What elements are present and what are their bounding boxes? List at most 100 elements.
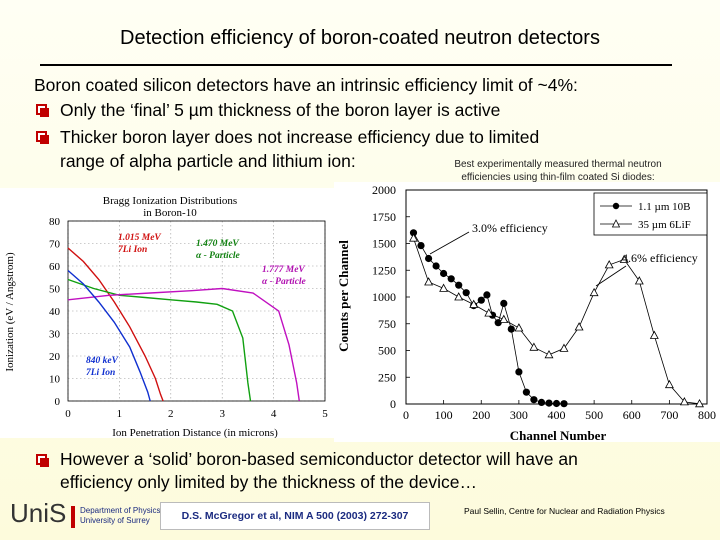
spectrum-legend: 1.1 µm 10B 35 µm 6LiF xyxy=(593,192,708,236)
spectrum-point-s1-21 xyxy=(560,400,568,408)
spectrum-y-tick-label-1000: 1000 xyxy=(372,290,396,304)
efficiency-annotation-3-0: 3.0% efficiency xyxy=(472,221,548,235)
spectrum-point-s2-2 xyxy=(439,283,449,292)
annotation-li-1015-energy: 1.015 MeV xyxy=(118,233,161,243)
spectrum-point-s1-2 xyxy=(425,254,433,263)
spectrum-point-s2-4 xyxy=(469,299,479,308)
spectrum-point-s2-8 xyxy=(529,342,539,351)
spectrum-x-tick-label-800: 800 xyxy=(698,408,716,422)
university-logo: UniS Department of Physics University of… xyxy=(10,496,160,532)
bragg-x-tick-label-5: 5 xyxy=(322,408,328,420)
bragg-subtitle: in Boron-10 xyxy=(143,207,197,219)
spectrum-point-s2-15 xyxy=(634,276,644,285)
bullet-marker-1 xyxy=(36,104,49,117)
spectrum-point-s1-14 xyxy=(507,325,515,333)
spectrum-point-s1-9 xyxy=(477,296,485,304)
spectrum-point-s2-7 xyxy=(514,323,524,332)
spectrum-point-s1-18 xyxy=(537,398,546,406)
bragg-y-tick-label-80: 80 xyxy=(49,216,61,228)
spectrum-point-s2-6 xyxy=(499,314,509,323)
annotation-alpha-1470-label: α - Particle xyxy=(196,251,241,261)
spectrum-point-s2-11 xyxy=(574,322,584,331)
logo-wordmark: UniS xyxy=(10,498,67,528)
logo-dept-line-1: Department of Physics xyxy=(80,506,161,515)
spectrum-x-tick-label-200: 200 xyxy=(472,408,490,422)
spectrum-x-tick-label-0: 0 xyxy=(403,408,409,422)
spectrum-point-s1-5 xyxy=(447,275,455,283)
spectrum-point-s1-3 xyxy=(432,262,440,270)
bullet-text-2: Thicker boron layer does not increase ef… xyxy=(60,127,540,147)
annotation-li-1015-label: 7Li Ion xyxy=(118,245,147,255)
bragg-chart-background xyxy=(0,188,345,438)
bragg-y-tick-label-40: 40 xyxy=(49,306,61,318)
spectrum-point-s1-12 xyxy=(494,319,502,327)
intro-text: Boron coated silicon detectors have an i… xyxy=(34,75,578,95)
spectrum-x-tick-label-100: 100 xyxy=(435,408,453,422)
spectrum-x-tick-label-700: 700 xyxy=(660,408,678,422)
spectrum-point-s2-5 xyxy=(484,308,494,317)
legend-label-2: 35 µm 6LiF xyxy=(638,219,691,231)
bragg-x-tick-label-3: 3 xyxy=(219,408,225,420)
annotation-li-840-energy: 840 keV xyxy=(86,356,119,366)
legend-label-1: 1.1 µm 10B xyxy=(638,201,690,213)
logo-dept-line-2: University of Surrey xyxy=(80,516,150,525)
spectrum-y-tick-label-1750: 1750 xyxy=(372,210,396,224)
spectrum-point-s2-17 xyxy=(664,379,674,389)
spectrum-point-s2-13 xyxy=(604,260,614,269)
bragg-y-tick-label-60: 60 xyxy=(49,261,61,273)
bragg-y-tick-label-20: 20 xyxy=(49,351,61,363)
bullet-text-2-continued: range of alpha particle and lithium ion: xyxy=(60,151,356,171)
efficiency-arrow-4-6 xyxy=(595,265,627,287)
annotation-alpha-1470-energy: 1.470 MeV xyxy=(196,239,239,249)
efficiency-arrow-3-0 xyxy=(429,231,470,255)
author-credit: Paul Sellin, Centre for Nuclear and Radi… xyxy=(464,506,665,516)
bragg-series-line-3 xyxy=(67,287,300,402)
caption-line-1: Best experimentally measured thermal neu… xyxy=(454,159,662,170)
annotation-li-840-label: 7Li Ion xyxy=(86,368,115,378)
spectrum-y-tick-label-1250: 1250 xyxy=(372,263,396,277)
spectrum-x-label: Channel Number xyxy=(510,428,607,442)
efficiency-annotation-4-6: 4.6% efficiency xyxy=(622,251,698,265)
caption-line-2: efficiencies using thin-film coated Si d… xyxy=(461,172,655,183)
spectrum-y-tick-label-2000: 2000 xyxy=(372,183,396,197)
legend-box xyxy=(593,192,708,236)
spectrum-point-s1-15 xyxy=(515,368,523,376)
logo-accent-bar xyxy=(71,506,75,528)
bragg-series-line-4 xyxy=(67,269,151,402)
spectrum-y-tick-label-1500: 1500 xyxy=(372,237,396,251)
bragg-y-tick-label-10: 10 xyxy=(49,374,61,386)
spectrum-point-s2-3 xyxy=(454,292,464,301)
spectrum-point-s2-10 xyxy=(559,343,569,352)
bragg-title: Bragg Ionization Distributions xyxy=(103,195,237,207)
bottom-bullet-line-1: However a ‘solid’ boron-based semiconduc… xyxy=(60,449,578,469)
spectrum-point-s1-6 xyxy=(455,281,463,289)
slide-title: Detection efficiency of boron-coated neu… xyxy=(120,27,600,49)
annotation-alpha-1777-label: α - Particle xyxy=(262,277,307,287)
spectrum-point-s1-1 xyxy=(417,242,425,250)
bullet-marker-3 xyxy=(36,454,49,467)
bullet-marker-2 xyxy=(36,131,49,144)
bragg-y-tick-label-30: 30 xyxy=(49,329,61,341)
title-underline xyxy=(40,64,672,66)
spectrum-y-tick-label-250: 250 xyxy=(378,370,396,384)
spectrum-point-s2-18 xyxy=(679,397,689,406)
spectrum-point-s2-12 xyxy=(589,287,599,297)
spectrum-point-s1-17 xyxy=(530,396,538,404)
spectrum-y-tick-label-500: 500 xyxy=(378,344,396,358)
spectrum-axes: 0 250 500 750 1000 1250 1500 1750 2000 0 100 200 300… xyxy=(372,183,716,422)
annotation-alpha-1777-energy: 1.777 MeV xyxy=(262,265,305,275)
spectrum-chart: 0 250 500 750 1000 1250 1500 1750 2000 0 100 200 300… xyxy=(334,182,720,442)
spectrum-point-s1-13 xyxy=(500,299,508,307)
spectrum-point-s1-16 xyxy=(522,388,530,396)
spectrum-point-s1-7 xyxy=(462,289,470,297)
bragg-series xyxy=(67,247,300,402)
spectrum-point-s1-10 xyxy=(483,291,491,299)
spectrum-y-label: Counts per Channel xyxy=(336,240,351,352)
spectrum-point-s2-1 xyxy=(424,277,434,286)
spectrum-point-s2-9 xyxy=(544,349,554,359)
spectrum-x-tick-label-500: 500 xyxy=(585,408,603,422)
spectrum-y-tick-label-750: 750 xyxy=(378,317,396,331)
spectrum-point-s1-4 xyxy=(440,269,448,278)
